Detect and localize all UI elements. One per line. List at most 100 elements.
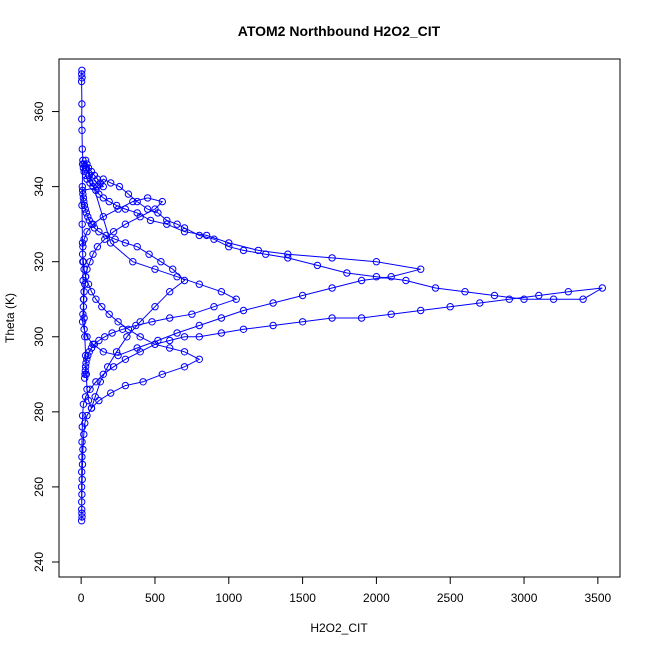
data-point bbox=[78, 186, 87, 195]
data-point bbox=[262, 250, 270, 258]
data-point bbox=[121, 205, 130, 213]
data-point bbox=[417, 265, 425, 273]
data-point bbox=[78, 182, 87, 191]
data-point bbox=[180, 363, 189, 371]
data-point bbox=[99, 370, 108, 378]
data-point bbox=[81, 370, 89, 378]
y-tick-label: 280 bbox=[32, 402, 46, 422]
data-point bbox=[133, 243, 141, 251]
data-point bbox=[107, 179, 115, 187]
data-point bbox=[81, 366, 90, 375]
y-tick-label: 260 bbox=[32, 477, 46, 497]
data-point bbox=[284, 254, 292, 262]
data-point bbox=[81, 333, 89, 341]
y-tick-label: 360 bbox=[32, 101, 46, 121]
data-point bbox=[357, 276, 366, 285]
data-point bbox=[79, 243, 87, 251]
data-point bbox=[225, 243, 233, 251]
y-axis: 240 260 280 300 320 340 360 bbox=[32, 101, 60, 572]
data-point bbox=[195, 355, 204, 363]
data-point bbox=[123, 333, 131, 341]
x-tick-label: 1000 bbox=[215, 591, 242, 605]
data-point bbox=[78, 250, 87, 258]
data-point bbox=[372, 273, 381, 281]
data-point bbox=[78, 126, 86, 135]
data-point bbox=[180, 228, 189, 236]
data-point bbox=[124, 325, 133, 333]
data-point bbox=[269, 321, 277, 330]
data-point bbox=[86, 385, 94, 393]
data-point bbox=[564, 288, 572, 296]
data-point bbox=[85, 348, 94, 356]
data-point bbox=[298, 318, 307, 326]
data-point bbox=[80, 197, 88, 206]
data-point bbox=[81, 171, 90, 180]
x-tick-label: 2000 bbox=[363, 591, 390, 605]
data-point bbox=[169, 265, 177, 273]
data-point bbox=[254, 246, 262, 255]
data-point bbox=[387, 273, 395, 281]
data-point bbox=[202, 231, 211, 240]
data-point bbox=[92, 378, 100, 386]
data-point bbox=[195, 231, 204, 240]
data-point bbox=[87, 404, 96, 412]
data-point bbox=[357, 314, 366, 322]
data-point bbox=[239, 306, 248, 315]
data-point bbox=[79, 258, 87, 266]
data-point bbox=[81, 419, 89, 427]
data-point bbox=[84, 396, 93, 405]
data-point bbox=[83, 265, 91, 273]
data-point bbox=[78, 423, 87, 431]
data-point bbox=[180, 224, 189, 232]
data-point bbox=[78, 453, 86, 461]
data-point bbox=[81, 156, 90, 165]
data-point bbox=[78, 145, 87, 153]
data-point bbox=[476, 299, 484, 307]
data-point bbox=[83, 228, 91, 236]
data-point bbox=[77, 77, 86, 86]
data-point bbox=[387, 310, 395, 318]
data-point bbox=[549, 295, 558, 303]
data-point bbox=[83, 385, 91, 393]
data-point bbox=[217, 329, 226, 337]
data-point bbox=[180, 276, 189, 285]
data-point bbox=[83, 333, 91, 341]
data-point bbox=[82, 209, 91, 217]
data-point bbox=[79, 445, 87, 454]
data-point bbox=[136, 333, 144, 341]
data-point bbox=[490, 291, 499, 300]
data-point bbox=[85, 171, 94, 180]
series-layer bbox=[77, 66, 606, 525]
data-point bbox=[102, 231, 110, 240]
data-point bbox=[115, 182, 124, 191]
data-point bbox=[158, 197, 167, 206]
data-point bbox=[158, 370, 167, 378]
data-point bbox=[83, 175, 91, 183]
data-point bbox=[99, 348, 108, 356]
data-point bbox=[145, 250, 153, 258]
data-point bbox=[195, 333, 204, 341]
data-point bbox=[78, 460, 87, 469]
data-point bbox=[81, 280, 89, 288]
data-point bbox=[80, 430, 88, 439]
data-point bbox=[78, 513, 86, 521]
data-point bbox=[80, 235, 88, 243]
x-tick-label: 2500 bbox=[437, 591, 464, 605]
data-point bbox=[78, 505, 86, 514]
data-point bbox=[313, 261, 322, 270]
data-point bbox=[99, 194, 108, 202]
data-point bbox=[112, 201, 121, 210]
data-point bbox=[77, 483, 86, 491]
data-point bbox=[80, 314, 88, 322]
data-point bbox=[84, 351, 92, 360]
data-point bbox=[83, 355, 91, 363]
data-point bbox=[114, 318, 122, 326]
data-point bbox=[129, 197, 137, 206]
x-tick-label: 500 bbox=[145, 591, 165, 605]
data-point bbox=[83, 411, 91, 420]
data-point bbox=[210, 235, 218, 243]
data-point bbox=[84, 280, 93, 288]
data-point bbox=[154, 336, 162, 345]
data-point bbox=[78, 115, 86, 123]
data-point bbox=[86, 258, 94, 266]
